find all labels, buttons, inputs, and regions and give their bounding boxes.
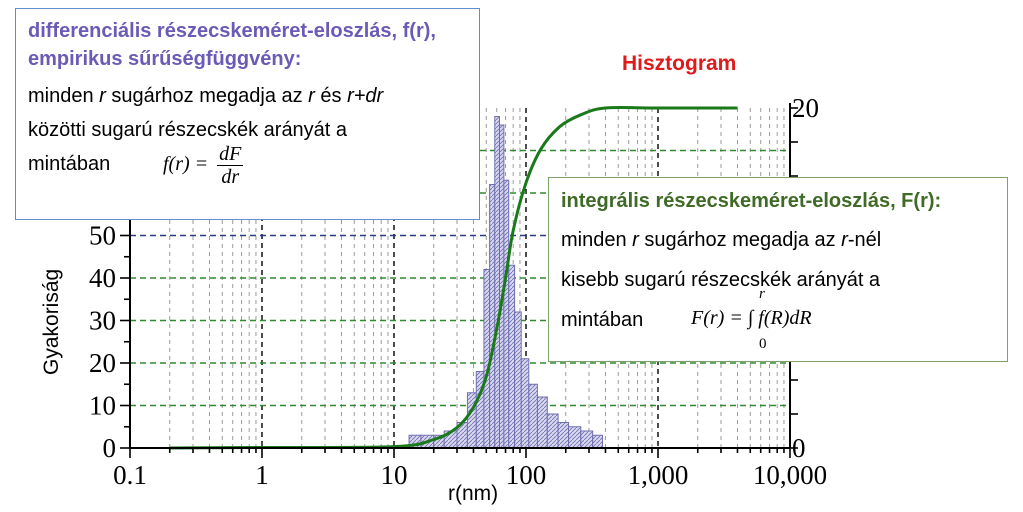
y-tick-label-left: 40 (89, 263, 116, 293)
y-tick-label-right: 20 (792, 93, 819, 123)
x-tick-label: 100 (506, 460, 547, 490)
histogram-bar (592, 434, 604, 449)
histogram-bar (557, 422, 570, 449)
differential-text: minden r sugárhoz megadja az r és r+dr k… (28, 79, 467, 188)
differential-line-2: közötti sugarú részecskék arányát a (28, 119, 348, 141)
integral-line-3: mintában F(r) = ∫ f(R)dR r 0 (561, 286, 812, 352)
histogram-bar (466, 392, 477, 449)
differential-line-3: mintában f(r) = dF dr (28, 143, 244, 188)
x-tick-label: 1,000 (628, 460, 689, 490)
integral-line-2: kisebb sugarú részecskék arányát a (561, 269, 881, 291)
differential-heading: differenciális részecskeméret-eloszlás, … (28, 20, 436, 70)
chart-title: Hisztogram (622, 52, 737, 75)
x-axis-title: r(nm) (448, 482, 499, 505)
differential-distribution-callout: differenciális részecskeméret-eloszlás, … (15, 8, 480, 220)
differential-formula: f(r) = dF dr (163, 143, 244, 188)
x-tick-label: 0.1 (113, 460, 147, 490)
histogram-bar (580, 430, 594, 449)
histogram-bar (489, 184, 496, 449)
histogram-bar (536, 396, 548, 449)
y-tick-label-right: 0 (792, 433, 806, 463)
histogram-bar (546, 413, 559, 449)
histogram-bars (408, 116, 604, 449)
histogram-bar (528, 383, 538, 449)
integral-heading: integrális részecskeméret-eloszlás, F(r)… (561, 190, 942, 212)
integral-distribution-callout: integrális részecskeméret-eloszlás, F(r)… (548, 177, 1008, 362)
cumulative-curve-layer (169, 106, 738, 450)
integral-text: minden r sugárhoz megadja az r-nél kiseb… (561, 220, 995, 352)
x-tick-label: 10,000 (753, 460, 827, 490)
histogram-bar (508, 264, 516, 449)
cumulative-curve (169, 106, 738, 450)
histogram-bar (514, 311, 522, 449)
y-axis-title: Gyakoriság (40, 268, 63, 375)
y-tick-label-left: 50 (89, 221, 116, 251)
differential-line-1: minden r sugárhoz megadja az r és r+dr (28, 85, 384, 107)
histogram-bar (568, 426, 582, 449)
histogram-bar (503, 179, 510, 449)
axes (120, 103, 798, 458)
integral-formula: F(r) = ∫ f(R)dR r 0 (691, 286, 812, 352)
histogram-bar (483, 269, 491, 449)
y-tick-label-left: 10 (89, 391, 116, 421)
histogram-bar (520, 358, 530, 449)
x-tick-label: 10 (381, 460, 408, 490)
y-tick-label-left: 20 (89, 348, 116, 378)
integral-line-1: minden r sugárhoz megadja az r-nél (561, 229, 882, 251)
histogram-bar (494, 116, 501, 449)
y-tick-label-left: 0 (103, 433, 117, 463)
y-tick-label-left: 30 (89, 306, 116, 336)
x-tick-label: 1 (255, 460, 269, 490)
